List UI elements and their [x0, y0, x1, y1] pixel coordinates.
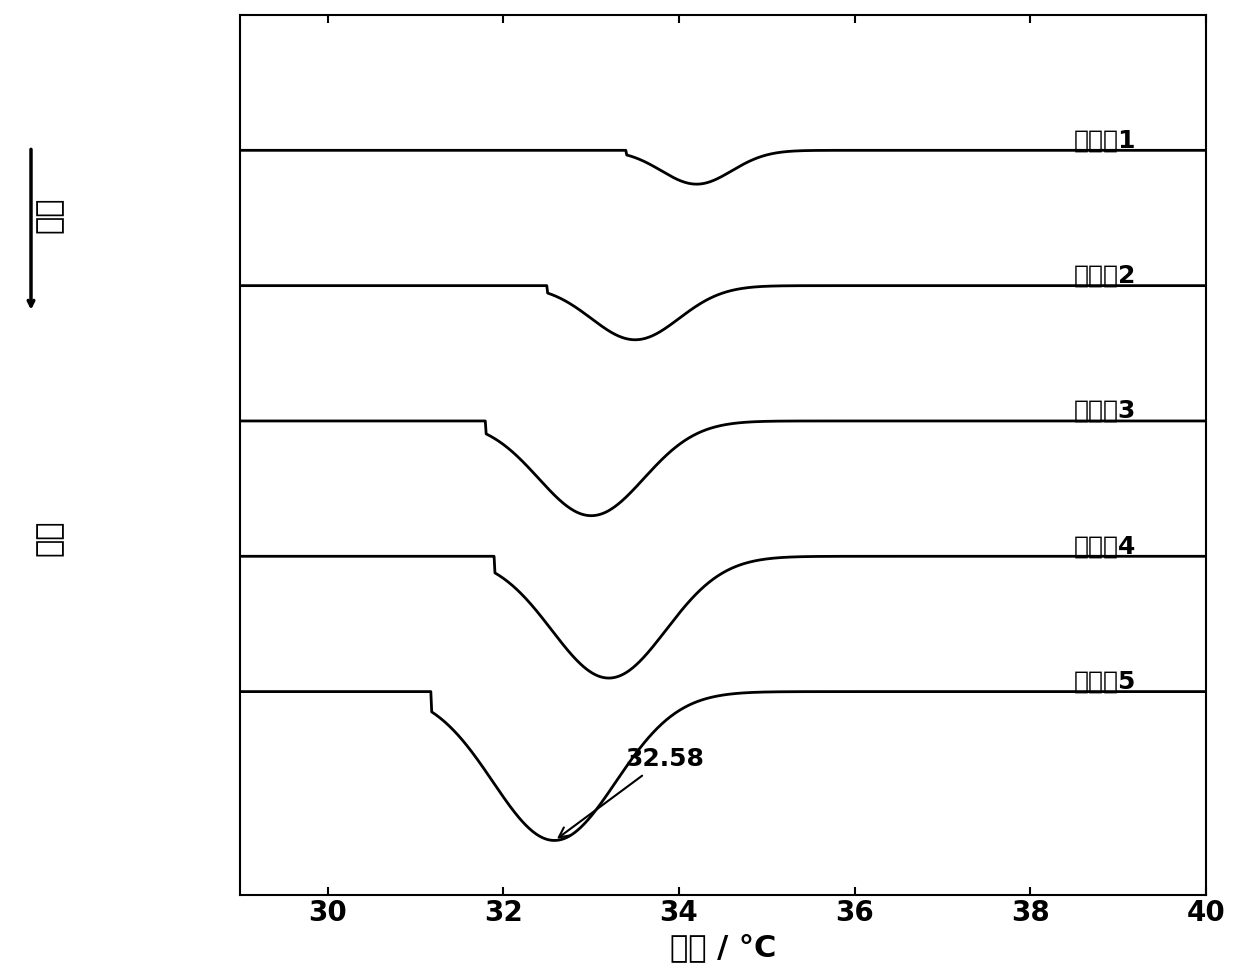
Text: 吸热: 吸热 [35, 196, 64, 234]
Text: 实施例3: 实施例3 [1074, 399, 1136, 423]
Text: 实施例5: 实施例5 [1074, 669, 1136, 694]
Text: 实施例4: 实施例4 [1074, 534, 1136, 558]
X-axis label: 温度 / °C: 温度 / °C [670, 933, 776, 962]
Text: 实施例2: 实施例2 [1074, 264, 1136, 287]
Text: 实施例1: 实施例1 [1074, 128, 1137, 152]
Text: 32.58: 32.58 [559, 747, 704, 837]
Text: 热流: 热流 [35, 519, 64, 556]
